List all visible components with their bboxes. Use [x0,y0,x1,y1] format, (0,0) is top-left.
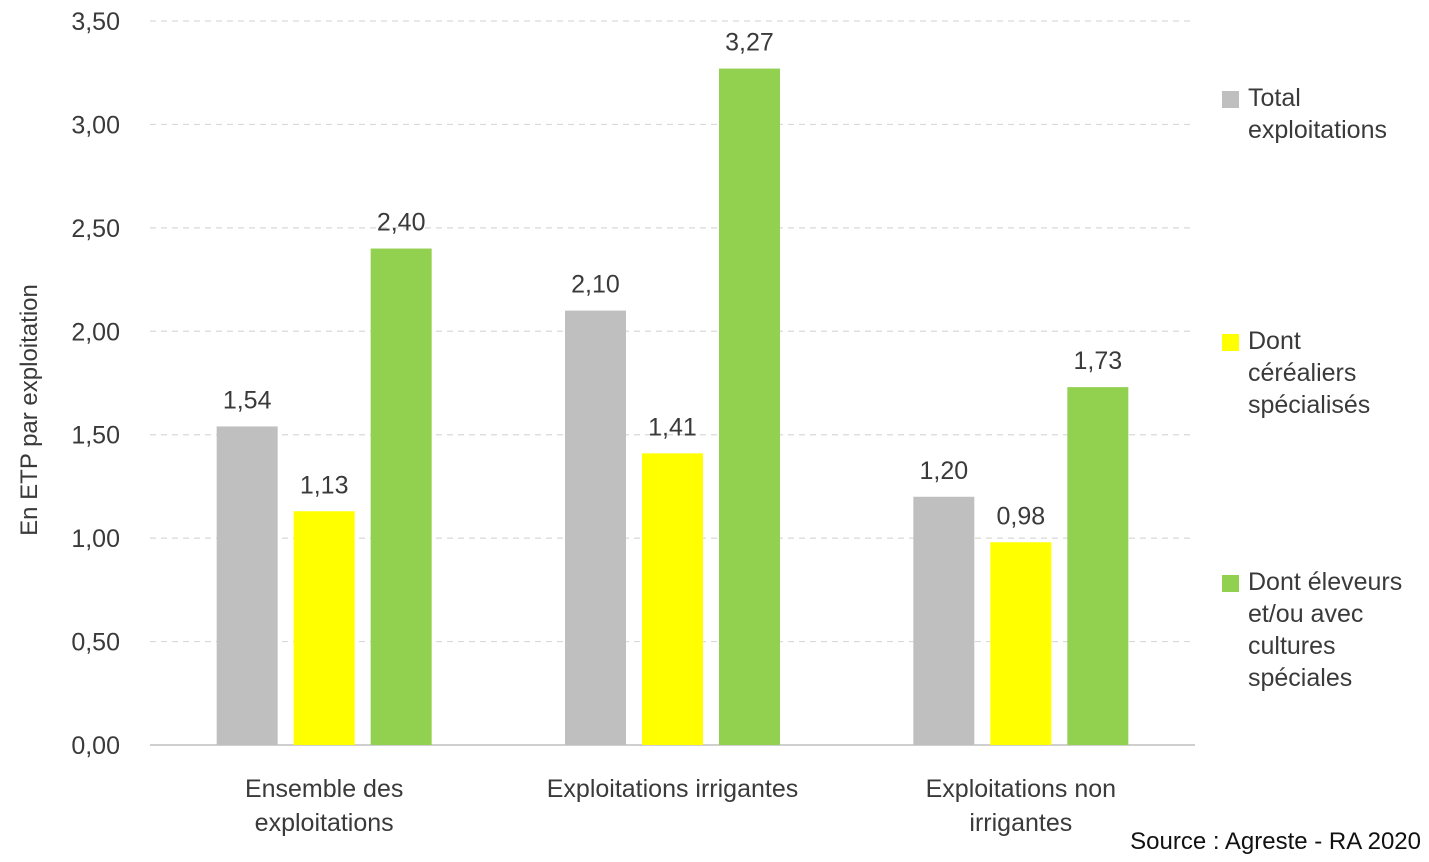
data-label: 1,13 [300,471,349,499]
y-tick-label: 1,50 [71,422,120,450]
x-tick-label: Exploitations non [926,775,1116,803]
data-label: 1,54 [223,386,272,414]
y-tick-label: 2,50 [71,215,120,243]
y-tick-label: 3,00 [71,111,120,139]
legend-item: Dont céréaliers spécialisés [1222,325,1426,421]
data-label: 1,20 [919,457,968,485]
bar [990,542,1052,745]
data-label: 1,73 [1073,347,1122,375]
legend-swatch [1222,91,1239,108]
x-tick-label: exploitations [255,809,394,837]
bar [370,248,432,746]
bar [719,68,780,745]
legend-label: Dont céréaliers spécialisés [1248,327,1371,419]
bar [1067,387,1129,745]
legend-swatch [1222,334,1239,351]
x-tick-label: irrigantes [969,809,1072,837]
x-tick-label: Ensemble des [245,775,403,803]
data-label: 1,41 [648,413,697,441]
bar [565,310,626,745]
legend-swatch [1222,575,1239,592]
x-tick-label: Exploitations irrigantes [547,775,799,803]
bars [216,68,1129,746]
y-tick-label: 0,00 [71,732,120,760]
y-tick-label: 2,00 [71,318,120,346]
legend: Total exploitations Dont céréaliers spéciali… [1222,0,1427,862]
legend-item: Total exploitations [1222,82,1426,146]
y-tick-labels: 0,00 0,50 1,00 1,50 2,00 2,50 3,00 3,50 [71,8,120,760]
y-tick-label: 1,00 [71,525,120,553]
y-tick-label: 0,50 [71,629,120,657]
legend-item: Dont éleveurs et/ou avec cultures spéciales [1222,566,1426,694]
bar [216,426,278,745]
data-label: 2,10 [571,271,620,299]
source-note: Source : Agreste - RA 2020 [1130,828,1421,855]
y-axis-label: En ETP par exploitation [16,284,43,536]
bar [293,511,355,745]
data-label: 2,40 [377,209,426,237]
legend-label: Total exploitations [1248,84,1387,144]
x-tick-labels: Ensemble des exploitations Exploitations i… [245,775,1116,837]
data-label: 3,27 [725,29,774,57]
legend-label: Dont éleveurs et/ou avec cultures spéciales [1248,568,1403,692]
bar [642,453,703,745]
bar [913,496,975,745]
data-label: 0,98 [996,502,1045,530]
data-labels: 1,54 1,13 2,40 2,10 1,41 3,27 1,20 0,98 1,73 [223,29,1122,531]
y-tick-label: 3,50 [71,8,120,36]
